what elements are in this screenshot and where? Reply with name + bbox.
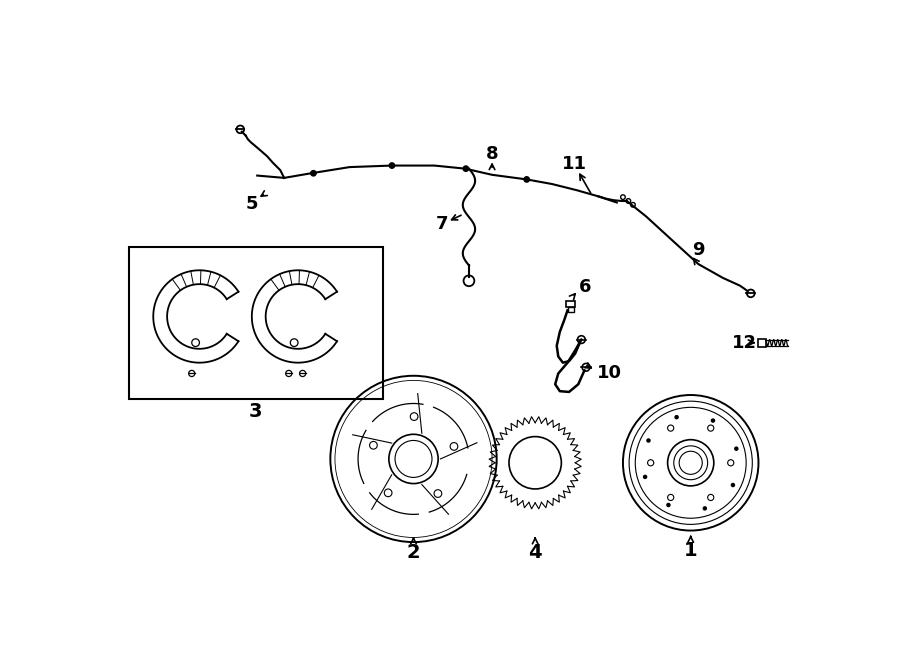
Circle shape (667, 504, 670, 506)
Circle shape (310, 171, 316, 176)
Text: 2: 2 (407, 543, 420, 562)
Text: 1: 1 (684, 541, 698, 560)
Text: 6: 6 (579, 278, 591, 296)
Text: 12: 12 (732, 334, 757, 352)
Bar (568, 307, 573, 312)
Circle shape (734, 447, 738, 450)
Circle shape (711, 419, 715, 422)
Text: 3: 3 (249, 403, 263, 422)
Bar (129, 247, 382, 399)
Circle shape (675, 416, 678, 418)
Circle shape (732, 483, 734, 486)
Text: 9: 9 (692, 241, 705, 259)
Circle shape (647, 439, 650, 442)
Text: 5: 5 (246, 195, 258, 213)
Circle shape (524, 176, 529, 182)
Circle shape (644, 475, 646, 479)
Text: 4: 4 (528, 543, 542, 562)
Text: 7: 7 (436, 215, 448, 233)
Text: 10: 10 (597, 364, 622, 381)
Circle shape (464, 166, 469, 171)
Bar (566, 301, 575, 307)
Bar (759, 339, 766, 346)
Circle shape (390, 163, 394, 169)
Text: 11: 11 (562, 155, 587, 173)
Text: 8: 8 (486, 145, 499, 163)
Circle shape (703, 507, 706, 510)
